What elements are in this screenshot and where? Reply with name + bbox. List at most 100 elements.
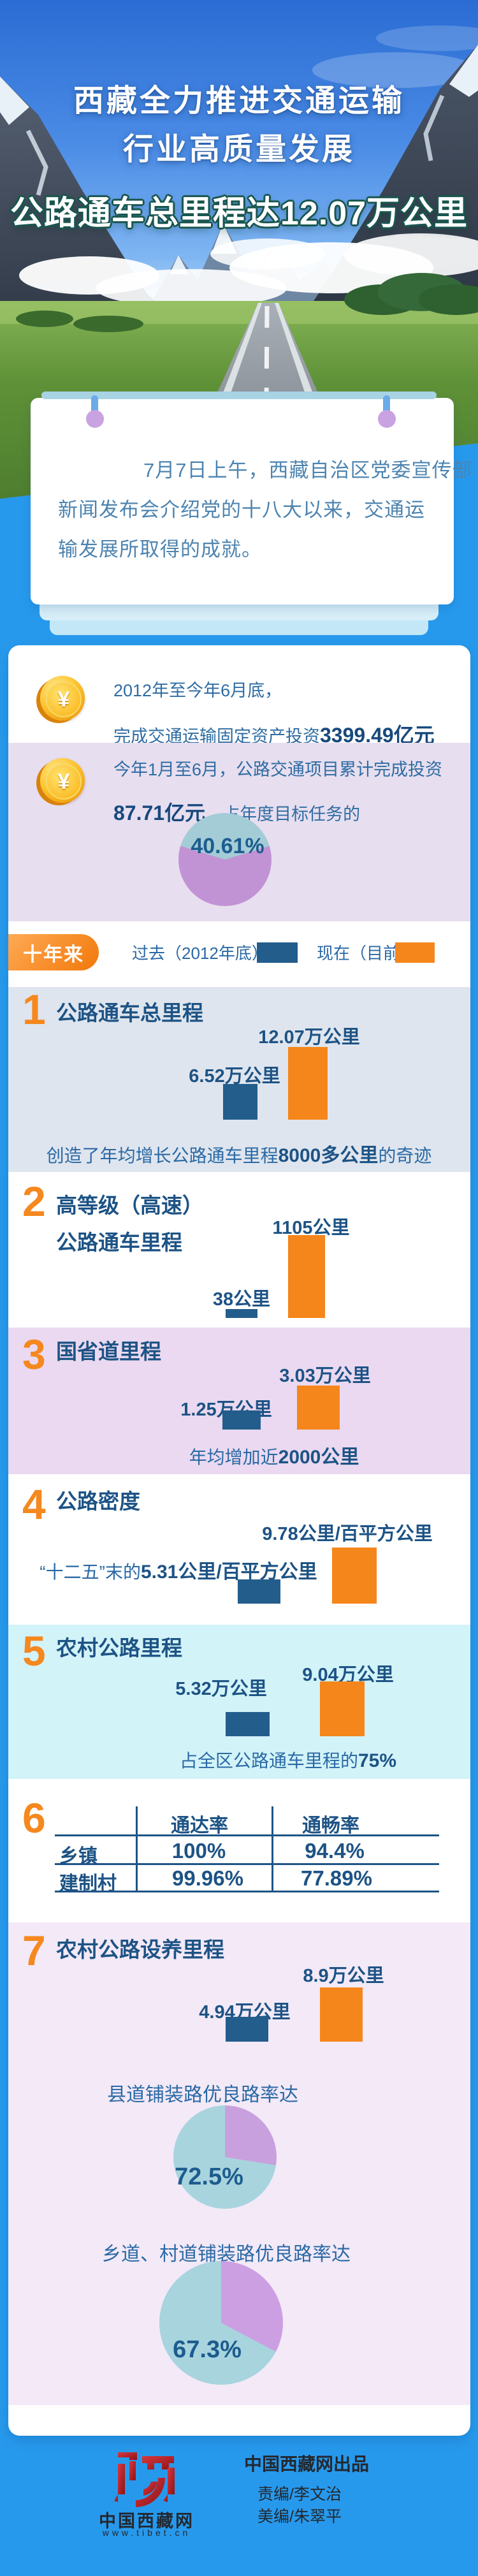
legend-strip: 十年来 过去（2012年底） 现在（目前） (8, 921, 470, 987)
section-5-number: 5 (22, 1627, 46, 1674)
section-4-number: 4 (22, 1481, 46, 1528)
section-4-past-value: “十二五”末的5.31公里/百平方公里 (40, 1556, 317, 1584)
section-4-past-bold: 5.31公里/百平方公里 (140, 1562, 317, 1583)
section-6-accessibility-table: 6 通达率 通畅率 乡镇 100% 94.4% 建制村 99.96% 77.89… (8, 1779, 470, 1922)
section-7-title: 农村公路设养里程 (56, 1938, 224, 1961)
section-7-number: 7 (22, 1927, 46, 1974)
county-road-pie-chart (173, 2105, 277, 2209)
hero-banner-total-mileage: 公路通车总里程达12.07万公里 (10, 195, 468, 232)
coin-icon: ¥ (40, 676, 85, 721)
section-2-present-bar (288, 1235, 325, 1318)
pin-head-icon (86, 410, 104, 428)
investment-decade-line1: 2012年至今年6月底， (113, 681, 282, 700)
note-card-shadow-layer-2 (50, 620, 428, 635)
section-4-title: 公路密度 (56, 1489, 140, 1513)
section-3-present-bar (297, 1386, 340, 1430)
section-5-title: 农村公路里程 (56, 1636, 182, 1660)
section-1-total-mileage: 1 公路通车总里程 12.07万公里 6.52万公里 创造了年均增长公路通车里程… (8, 987, 470, 1172)
note-card-top-bar (41, 392, 437, 399)
investment-halfyear-line1: 今年1月至6月，公路交通项目累计完成投资 (113, 760, 443, 779)
section-3-past-bar (222, 1410, 261, 1430)
section-7-past-bar (226, 2017, 268, 2042)
footer-brand-name: 中国西藏网 (99, 2512, 194, 2531)
investment-progress-pie-value: 40.61% (191, 834, 264, 858)
section-7-rural-road-maintenance: 7 农村公路设养里程 8.9万公里 4.94万公里 县道铺装路优良路率达 72.… (8, 1922, 470, 2405)
table-row-township-label: 乡镇 (59, 1846, 98, 1867)
table-village-smooth-value: 77.89% (301, 1866, 372, 1890)
section-5-caption: 占全区公路通车里程的75% (180, 1747, 396, 1773)
pin-stem-icon (91, 395, 98, 416)
section-5-present-bar (320, 1681, 365, 1736)
section-3-caption: 年均增加近2000公里 (189, 1441, 359, 1469)
section-5-past-bar (226, 1712, 270, 1736)
table-header-reach-rate: 通达率 (171, 1815, 228, 1836)
section-6-number: 6 (22, 1794, 46, 1841)
village-road-pie-chart (159, 2261, 283, 2385)
section-1-past-value: 6.52万公里 (189, 1066, 280, 1087)
decade-badge: 十年来 (8, 934, 99, 970)
table-township-reach-value: 100% (171, 1839, 226, 1862)
legend-past-swatch (257, 942, 298, 963)
hero-title-line1: 西藏全力推进交通运输 (73, 84, 405, 118)
main-content-card: ¥ 2012年至今年6月底， 完成交通运输固定资产投资3399.49亿元 ¥ 今… (8, 645, 470, 2436)
footer-designer-credit: 美编/朱翠平 (257, 2508, 342, 2526)
table-vertical-line (136, 1806, 138, 1891)
table-row-village-label: 建制村 (59, 1873, 117, 1894)
table-township-smooth-value: 94.4% (305, 1839, 365, 1862)
section-4-past-bar (238, 1579, 280, 1604)
section-3-caption-pre: 年均增加近 (189, 1447, 279, 1467)
section-3-national-provincial-roads: 3 国省道里程 3.03万公里 1.25万公里 年均增加近2000公里 (8, 1328, 470, 1474)
section-3-caption-bold: 2000公里 (278, 1447, 359, 1468)
table-horizontal-line (55, 1863, 439, 1865)
section-1-caption-pre: 创造了年均增长公路通车里程 (46, 1146, 279, 1166)
section-3-title: 国省道里程 (56, 1340, 161, 1363)
footer-website-url: www.tibet.cn (102, 2528, 191, 2538)
section-1-present-value: 12.07万公里 (258, 1027, 360, 1048)
section-7-present-bar (320, 1987, 363, 2042)
section-5-past-value: 5.32万公里 (175, 1679, 267, 1699)
note-text-line3: 输发展所取得的成就。 (58, 538, 262, 560)
section-4-road-density: 4 公路密度 9.78公里/百平方公里 “十二五”末的5.31公里/百平方公里 (8, 1474, 470, 1625)
section-2-present-value: 1105公里 (272, 1218, 350, 1238)
section-5-caption-pre: 占全区公路通车里程的 (179, 1751, 358, 1771)
note-text-line2: 新闻发布会介绍党的十八大以来，交通运 (58, 499, 425, 521)
section-7-present-value: 8.9万公里 (303, 1966, 384, 1986)
table-horizontal-line (55, 1891, 439, 1892)
table-horizontal-line (55, 1834, 439, 1836)
note-card (31, 398, 454, 604)
section-2-past-bar (226, 1309, 257, 1318)
section-investment-halfyear: ¥ 今年1月至6月，公路交通项目累计完成投资 87.71亿元，占年度目标任务的 … (8, 743, 470, 921)
section-1-caption-bold: 8000多公里 (278, 1145, 379, 1166)
investment-progress-pie-chart (178, 813, 272, 906)
yuan-symbol: ¥ (46, 682, 82, 717)
table-header-smooth-rate: 通畅率 (302, 1815, 359, 1836)
section-5-rural-road-mileage: 5 农村公路里程 9.04万公里 5.32万公里 占全区公路通车里程的75% (8, 1625, 470, 1779)
county-road-pie-title: 县道铺装路优良路率达 (107, 2084, 298, 2105)
pin-head-icon (378, 410, 396, 428)
section-4-past-pre: “十二五”末的 (40, 1562, 141, 1582)
county-road-pie-value: 72.5% (175, 2163, 243, 2190)
section-1-title: 公路通车总里程 (56, 1001, 203, 1025)
tibet-network-logo (113, 2451, 179, 2512)
section-2-number: 2 (22, 1178, 46, 1225)
section-1-caption-post: 的奇迹 (378, 1146, 432, 1166)
section-3-present-value: 3.03万公里 (279, 1366, 371, 1386)
section-investment-decade: ¥ 2012年至今年6月底， 完成交通运输固定资产投资3399.49亿元 (8, 645, 470, 747)
legend-present-swatch (395, 942, 435, 963)
note-text-line1: 7月7日上午，西藏自治区党委宣传部 (143, 459, 473, 481)
section-1-caption: 创造了年均增长公路通车里程8000多公里的奇迹 (47, 1139, 432, 1167)
table-vertical-line (272, 1806, 273, 1891)
section-3-number: 3 (22, 1331, 46, 1378)
footer-editor-credit: 责编/李文治 (257, 2485, 342, 2503)
section-2-highway-mileage: 2 高等级（高速） 公路通车里程 1105公里 38公里 (8, 1172, 470, 1328)
yuan-symbol: ¥ (46, 764, 82, 800)
section-2-title-line2: 公路通车里程 (56, 1231, 182, 1254)
legend-past-label: 过去（2012年底） (132, 944, 268, 963)
investment-halfyear-amount: 87.71亿元 (113, 801, 206, 824)
pin-stem-icon (383, 395, 390, 416)
note-card-shadow-layer-1 (40, 604, 438, 620)
section-2-title-line1: 高等级（高速） (56, 1194, 203, 1217)
table-village-reach-value: 99.96% (172, 1866, 243, 1890)
section-1-present-bar (288, 1047, 328, 1120)
